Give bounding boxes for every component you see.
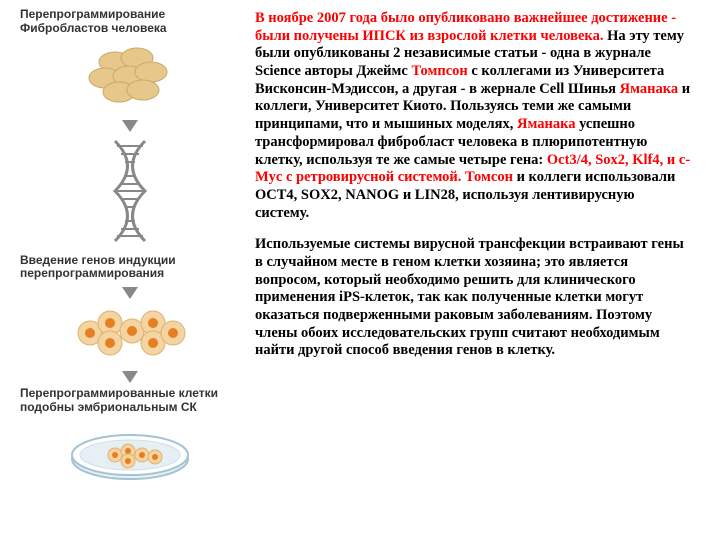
paragraph-1: В ноябре 2007 года было опубликовано важ… [255,10,692,222]
paragraph-2: Используемые системы вирусной трансфекци… [255,236,692,360]
dna-helix [20,136,239,246]
arrow-icon [122,371,138,383]
stage2-label: Введение генов индукции перепрограммиров… [20,254,239,282]
ipsc-icon [65,303,195,363]
stage1-label: Перепрограммирование Фибробластов челове… [20,8,239,36]
arrow-icon [122,287,138,299]
fibroblast-icon [75,42,185,112]
petri-dish [20,421,239,491]
stage3-label: Перепрограммированные клетки подобны эмб… [20,387,239,415]
name-yamanaka-2: Яманака [517,116,576,132]
fibroblast-cluster [20,42,239,112]
diagram-column: Перепрограммирование Фибробластов челове… [0,0,245,540]
dna-icon [95,136,165,246]
ipsc-cluster [20,303,239,363]
dish-icon [60,421,200,491]
text-column: В ноябре 2007 года было опубликовано важ… [245,0,720,540]
arrow-icon [122,120,138,132]
name-thompson: Томпсон [411,63,467,79]
name-yamanaka: Яманака [620,81,679,97]
